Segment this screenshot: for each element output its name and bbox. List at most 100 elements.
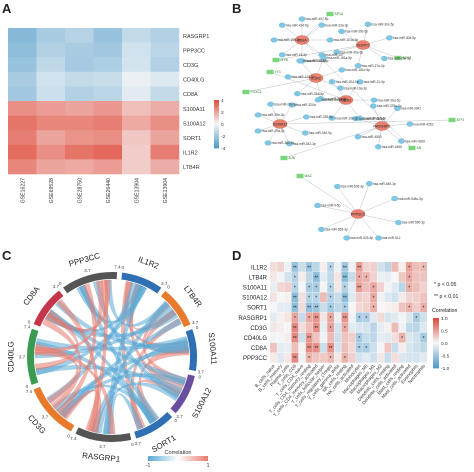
mirna-node [320, 55, 328, 61]
correlation-cell [348, 332, 356, 343]
correlation-cell [305, 302, 313, 313]
tf-label: MYB [281, 58, 289, 62]
row-label: CD8A [183, 92, 198, 98]
chord-tick-label: 7.4 [24, 325, 31, 330]
chord-sector-label: CD40LG [6, 341, 15, 372]
correlation-cell [291, 262, 299, 272]
colorbar-segment [433, 335, 439, 338]
colorbar-segment [214, 124, 219, 126]
mirna-node [364, 21, 372, 27]
significance-mark: ** [314, 275, 318, 281]
chord-legend-title: Correlation [165, 450, 192, 456]
mirna-label: hsa-miR-590-3p [402, 221, 425, 225]
correlation-cell [370, 332, 377, 343]
heatmap-cell [8, 115, 37, 131]
mirna-node [278, 22, 286, 28]
mirna-label: hsa-miR-320a [296, 103, 316, 107]
correlation-cell [291, 282, 299, 292]
correlation-cell [348, 352, 356, 363]
correlation-cell [320, 332, 327, 343]
heatmap-cell [122, 115, 151, 131]
significance-mark: * [423, 306, 425, 312]
correlation-cell [291, 322, 299, 333]
tf-node [280, 155, 288, 161]
correlation-cell [320, 272, 327, 282]
correlation-cell [320, 282, 327, 292]
heatmap-cell [122, 86, 151, 102]
correlation-cell [362, 312, 370, 323]
mirna-node [294, 91, 301, 97]
correlation-cell [341, 292, 349, 303]
chord-tick-label: 0 [67, 433, 70, 438]
chord-tick-label: 3.7 [84, 268, 91, 273]
colorbar-segment [433, 339, 439, 341]
correlation-cell [413, 312, 420, 323]
mirna-node [356, 79, 364, 85]
hub-gene-node [374, 121, 390, 131]
correlation-cell [284, 322, 292, 333]
correlation-cell [291, 302, 299, 313]
correlation-cell [377, 292, 385, 303]
chord-legend-min: -1 [146, 463, 151, 469]
correlation-cell [391, 322, 399, 333]
colorbar-segment [433, 319, 439, 321]
row-label: CD40LG [183, 78, 204, 84]
correlation-cell [284, 302, 292, 313]
chord-sector-arc [185, 329, 197, 371]
panel-b-letter: B [232, 1, 242, 16]
significance-mark: * [308, 285, 310, 291]
correlation-cell [298, 292, 306, 303]
correlation-cell [284, 262, 292, 272]
correlation-cell [341, 312, 349, 323]
correlation-cell [405, 332, 413, 343]
chord-tick-label: 3.7 [192, 320, 199, 325]
correlation-cell [270, 332, 277, 343]
significance-mark: * [372, 285, 374, 291]
correlation-cell [277, 312, 284, 323]
correlation-cell [327, 292, 335, 303]
correlation-cell [334, 332, 342, 343]
row-label: S100A12 [242, 296, 267, 302]
correlation-cell [312, 262, 320, 272]
mirna-node [328, 79, 336, 85]
chord-sector-arc [33, 386, 75, 432]
correlation-cell [305, 342, 313, 353]
mirna-node [406, 121, 414, 127]
hub-gene-label: S100A12 [273, 122, 288, 126]
correlation-cell [284, 342, 292, 353]
correlation-cell [362, 272, 370, 282]
significance-mark: * [358, 336, 360, 342]
heatmap-cell [36, 42, 66, 58]
mirna-label: hsa-miR-625-5p [350, 236, 373, 240]
colorbar-segment [214, 134, 219, 137]
correlation-cell [312, 322, 320, 333]
significance-mark: * [372, 296, 374, 302]
chord-legend-max: 1 [206, 463, 209, 469]
correlation-cell [277, 332, 284, 343]
chord-link [34, 348, 79, 405]
correlation-cell [355, 272, 363, 282]
mirna-node [301, 130, 309, 136]
mirna-node [296, 58, 304, 64]
correlation-cell [348, 312, 356, 323]
chord-tick-label: 3.7 [19, 354, 26, 359]
colorbar-tick: 2 [221, 110, 224, 116]
correlation-cell [355, 312, 363, 323]
colorbar-segment [433, 324, 439, 326]
row-label: S100A11 [243, 285, 268, 291]
mirna-node [381, 55, 388, 62]
colorbar-segment [433, 351, 439, 354]
network-edge [321, 213, 359, 230]
correlation-cell [355, 352, 363, 363]
colorbar-segment [433, 329, 439, 331]
colorbar-segment [433, 359, 439, 361]
correlation-cell [270, 282, 277, 292]
correlation-cell [320, 262, 327, 272]
heatmap-cell [8, 130, 37, 146]
correlation-cell [298, 302, 306, 313]
correlation-cell [413, 322, 420, 333]
correlation-cell [305, 332, 313, 343]
heatmap-cell [8, 86, 37, 102]
correlation-cell [348, 302, 356, 313]
